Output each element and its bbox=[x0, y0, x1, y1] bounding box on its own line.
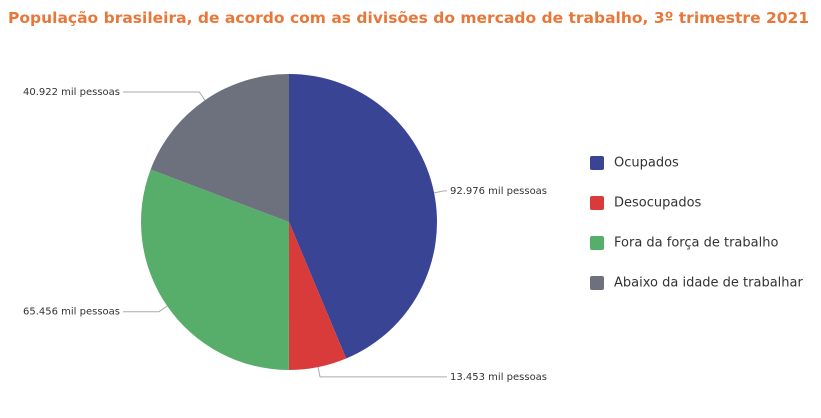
leader-line bbox=[123, 91, 206, 101]
pie-slice bbox=[141, 169, 289, 370]
legend-label: Ocupados bbox=[614, 156, 679, 171]
pie-slice bbox=[289, 74, 438, 359]
legend-swatch bbox=[590, 156, 604, 170]
legend-swatch bbox=[590, 276, 604, 290]
leader-line bbox=[317, 367, 447, 378]
legend-label: Abaixo da idade de trabalhar bbox=[614, 276, 803, 291]
legend-swatch bbox=[590, 196, 604, 210]
data-label: 40.922 mil pessoas bbox=[23, 87, 120, 98]
data-label: 92.976 mil pessoas bbox=[450, 186, 547, 197]
data-label: 65.456 mil pessoas bbox=[23, 307, 120, 318]
leader-line bbox=[434, 190, 447, 194]
leader-line bbox=[123, 305, 168, 313]
pie-slice bbox=[150, 74, 289, 222]
chart-title: População brasileira, de acordo com as d… bbox=[8, 9, 809, 27]
legend-label: Desocupados bbox=[614, 196, 702, 211]
legend-label: Fora da força de trabalho bbox=[614, 236, 778, 251]
data-label: 13.453 mil pessoas bbox=[450, 372, 547, 383]
pie-slice bbox=[288, 222, 347, 371]
legend-swatch bbox=[590, 236, 604, 250]
